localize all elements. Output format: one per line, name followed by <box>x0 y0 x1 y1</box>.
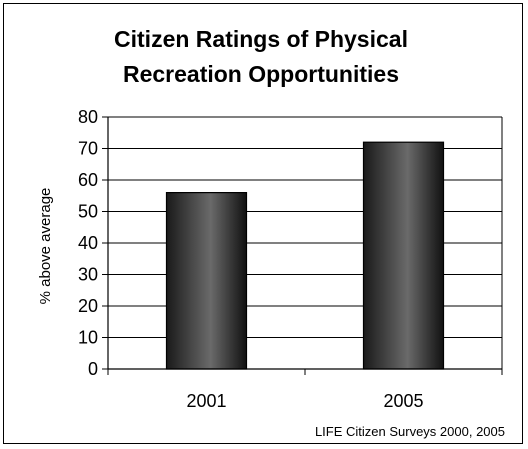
y-tick-label-10: 10 <box>78 328 98 348</box>
y-tick-label-20: 20 <box>78 296 98 316</box>
x-tick-label-2005: 2005 <box>383 391 423 411</box>
y-axis-label: % above average <box>37 188 54 305</box>
y-tick-label-80: 80 <box>78 107 98 127</box>
y-tick-label-0: 0 <box>88 359 98 379</box>
bars <box>165 141 445 370</box>
x-tick-label-2001: 2001 <box>186 391 226 411</box>
y-tick-label-30: 30 <box>78 265 98 285</box>
y-tick-label-50: 50 <box>78 202 98 222</box>
chart-title-line-2: Recreation Opportunities <box>122 61 400 87</box>
bar-2005 <box>362 141 445 370</box>
chart-title-line-1: Citizen Ratings of Physical <box>114 26 408 52</box>
chart-title: Citizen Ratings of Physical Recreation O… <box>0 22 522 92</box>
y-tick-label-40: 40 <box>78 233 98 253</box>
y-tick-label-70: 70 <box>78 139 98 159</box>
source-note: LIFE Citizen Surveys 2000, 2005 <box>315 424 505 439</box>
y-tick-label-60: 60 <box>78 170 98 190</box>
bar-2001 <box>165 192 248 370</box>
labels: 0 10 20 30 40 50 60 70 80 2001 2005 <box>78 107 424 411</box>
axes <box>102 116 503 375</box>
